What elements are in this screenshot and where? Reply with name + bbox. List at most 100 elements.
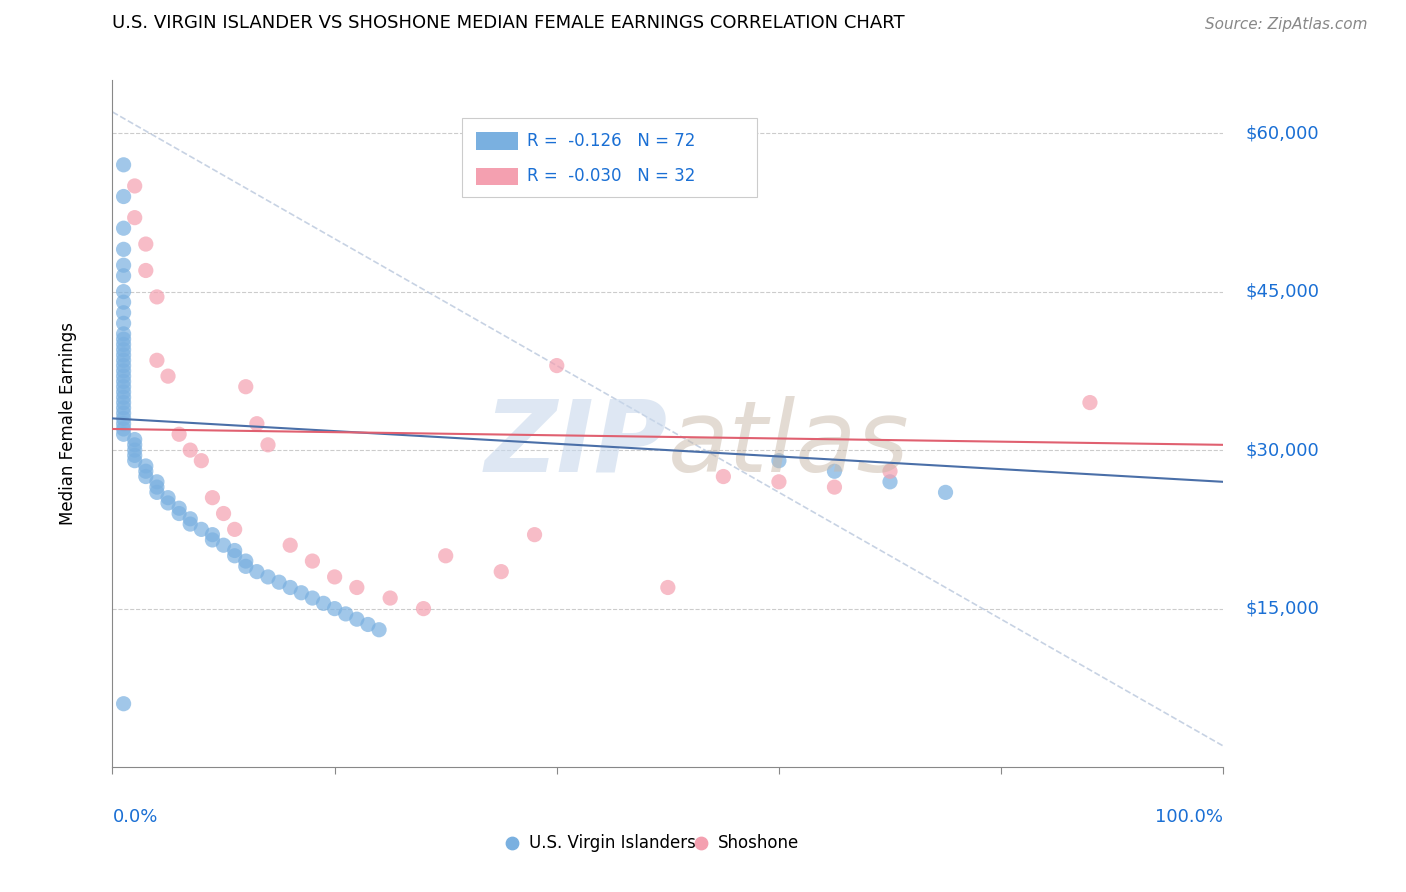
Point (112, 158, 135, 172)
Point (135, 464, 157, 478)
Point (257, 570, 280, 584)
Text: Shoshone: Shoshone (718, 834, 799, 852)
Point (235, 554, 257, 568)
Point (112, 295, 135, 310)
Point (124, 453, 146, 467)
Point (157, 369, 180, 384)
Point (112, 337, 135, 351)
Point (124, 449, 146, 463)
Point (124, 433, 146, 447)
Point (179, 512, 201, 526)
Point (124, 438, 146, 452)
Text: $15,000: $15,000 (1246, 599, 1319, 617)
FancyBboxPatch shape (463, 118, 756, 197)
Point (179, 443, 201, 458)
Point (157, 491, 180, 505)
Point (167, 507, 190, 521)
Point (124, 443, 146, 458)
Point (879, 475, 901, 489)
Point (146, 290, 169, 304)
Point (278, 538, 301, 552)
Point (146, 485, 169, 500)
Point (224, 549, 246, 563)
Point (224, 522, 246, 536)
Text: Median Female Earnings: Median Female Earnings (59, 322, 77, 525)
Point (112, 375, 135, 389)
Point (112, 353, 135, 368)
Point (546, 359, 568, 373)
Point (357, 617, 380, 632)
Point (112, 243, 135, 257)
Point (824, 480, 846, 494)
Text: atlas: atlas (668, 396, 910, 492)
Point (190, 453, 212, 467)
Point (301, 591, 323, 605)
Point (112, 395, 135, 409)
Point (146, 353, 169, 368)
Text: 100.0%: 100.0% (1156, 808, 1223, 826)
Point (146, 480, 169, 494)
Point (246, 565, 269, 579)
Point (112, 384, 135, 399)
Text: Source: ZipAtlas.com: Source: ZipAtlas.com (1205, 17, 1368, 32)
Point (346, 612, 368, 626)
Point (201, 491, 224, 505)
Point (879, 464, 901, 478)
Point (434, 549, 457, 563)
Point (657, 581, 679, 595)
Point (501, 760, 523, 774)
Point (690, 760, 713, 774)
Point (201, 533, 224, 547)
Point (112, 189, 135, 203)
Point (167, 501, 190, 516)
Point (935, 485, 957, 500)
Point (112, 380, 135, 394)
Text: $45,000: $45,000 (1246, 283, 1319, 301)
Text: U.S. Virgin Islanders: U.S. Virgin Islanders (529, 834, 696, 852)
Text: ZIP: ZIP (485, 396, 668, 492)
Point (112, 417, 135, 431)
Point (212, 507, 235, 521)
Point (112, 348, 135, 362)
Point (112, 406, 135, 420)
Point (112, 697, 135, 711)
Point (489, 565, 512, 579)
Point (135, 458, 157, 473)
Point (768, 453, 790, 467)
Point (768, 475, 790, 489)
Point (112, 422, 135, 436)
Text: $30,000: $30,000 (1246, 442, 1319, 459)
Point (212, 538, 235, 552)
Point (112, 401, 135, 415)
Point (146, 475, 169, 489)
Point (523, 527, 546, 541)
Point (824, 464, 846, 478)
Point (290, 586, 312, 600)
Point (112, 306, 135, 320)
Text: U.S. VIRGIN ISLANDER VS SHOSHONE MEDIAN FEMALE EARNINGS CORRELATION CHART: U.S. VIRGIN ISLANDER VS SHOSHONE MEDIAN … (112, 14, 905, 32)
Point (380, 591, 402, 605)
Point (135, 237, 157, 252)
Point (112, 258, 135, 272)
Point (124, 178, 146, 193)
Point (112, 411, 135, 425)
Point (224, 543, 246, 558)
Point (135, 469, 157, 483)
Point (112, 332, 135, 346)
Point (323, 570, 346, 584)
Point (157, 496, 180, 510)
Point (124, 211, 146, 225)
Point (346, 581, 368, 595)
Point (179, 517, 201, 532)
FancyBboxPatch shape (475, 168, 517, 186)
Text: 0.0%: 0.0% (112, 808, 157, 826)
Point (112, 268, 135, 283)
Point (112, 285, 135, 299)
Point (201, 527, 224, 541)
Point (235, 380, 257, 394)
Point (312, 596, 335, 610)
Point (1078, 395, 1101, 409)
Point (278, 581, 301, 595)
Point (112, 326, 135, 341)
Point (368, 623, 391, 637)
